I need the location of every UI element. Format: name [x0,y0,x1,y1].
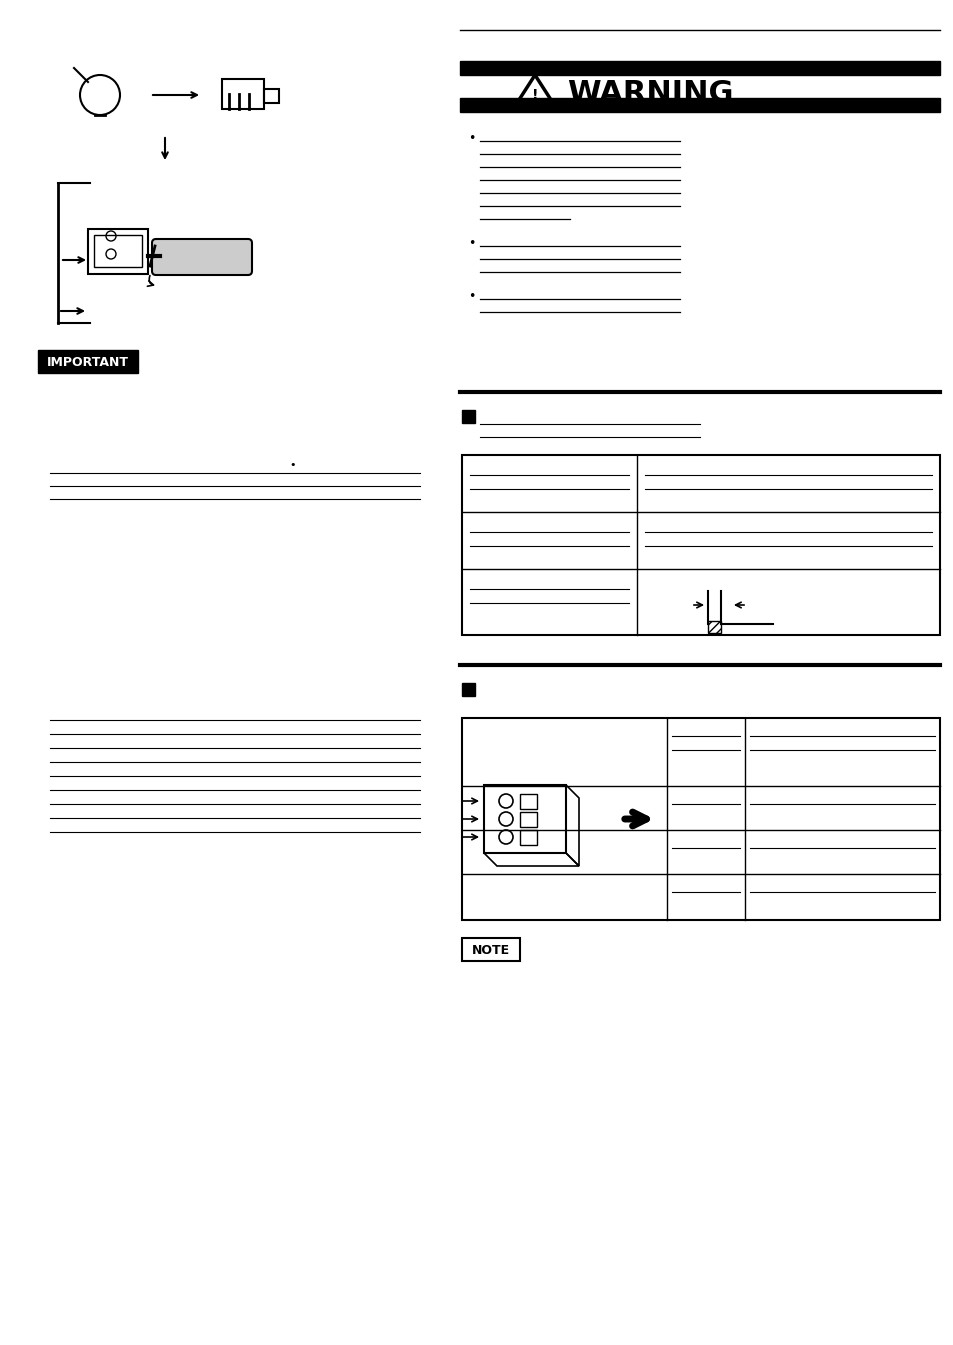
Text: •: • [290,460,296,469]
Bar [519,794,537,808]
Bar [222,79,264,109]
Text: •: • [468,291,475,303]
Bar [519,830,537,845]
Bar [483,785,565,853]
Bar [94,235,142,268]
Text: •: • [468,237,475,250]
Bar [264,89,278,104]
Bar [461,410,475,422]
Bar [461,718,939,920]
Text: •: • [468,132,475,145]
Text: NOTE: NOTE [472,943,510,956]
Bar [459,98,939,112]
Bar [707,621,720,633]
Bar [461,937,519,960]
FancyBboxPatch shape [152,239,252,274]
Text: WARNING: WARNING [566,78,733,108]
Bar [519,812,537,827]
Bar [88,229,148,274]
Bar [38,350,138,373]
Text: !: ! [531,87,537,102]
Bar [459,61,939,75]
Bar [461,683,475,695]
Text: IMPORTANT: IMPORTANT [47,355,129,369]
Bar [461,455,939,635]
